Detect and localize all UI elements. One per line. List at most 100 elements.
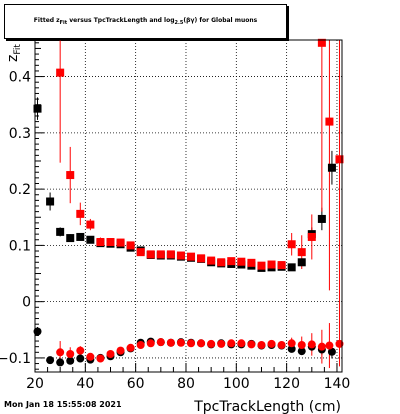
y-tick-label: 0 [22,295,31,311]
x-tick-label: 40 [76,376,94,392]
data-point-circle [287,344,296,353]
tick-labels: 20 40 60 80 100 120 140 −0.1 0 0.1 0.2 0.3 0.4 [0,70,350,392]
data-point-circle [335,339,344,348]
plot-frame [34,39,343,373]
data-point-circle [307,340,316,349]
data-point-square [207,256,216,265]
y-tick-label: 0.3 [9,126,31,142]
data-point-circle [156,338,165,347]
y-tick-label: 0.4 [9,70,31,86]
data-point-square [327,163,336,172]
data-points [33,38,344,367]
data-point-square [187,252,196,261]
data-point-square [76,232,85,241]
data-point-square [166,250,175,259]
data-point-square [126,241,135,250]
data-point-square [287,263,296,272]
data-point-circle [116,346,125,355]
y-tick-label: −0.1 [0,351,31,367]
data-point-circle [136,340,145,349]
data-point-circle [146,339,155,348]
data-point-square [297,258,306,267]
data-point-circle [46,356,55,365]
y-tick-label: 0.1 [9,238,31,254]
data-point-circle [325,341,334,350]
x-tick-label: 100 [223,376,250,392]
data-point-square [217,258,226,267]
data-point-circle [277,340,286,349]
data-point-circle [126,343,135,352]
chart-title-box: Fitted zFit versus TpcTrackLength and lo… [4,4,287,39]
data-point-square [317,38,326,47]
data-point-circle [96,354,105,363]
data-point-circle [297,347,306,356]
data-point-circle [257,340,266,349]
data-point-square [237,257,246,266]
data-point-circle [217,339,226,348]
data-point-circle [66,356,75,365]
error-bars [37,40,340,369]
grid-lines [35,40,342,372]
data-point-square [33,104,42,113]
y-axis-title: zFit [5,44,23,62]
x-tick-label: 140 [324,376,351,392]
data-point-square [56,68,65,77]
data-point-square [66,171,75,180]
x-tick-label: 60 [127,376,145,392]
data-point-square [277,261,286,270]
data-point-square [146,250,155,259]
x-tick-label: 80 [177,376,195,392]
data-point-circle [176,338,185,347]
data-point-square [317,214,326,223]
data-point-square [86,235,95,244]
data-point-square [76,209,85,218]
timestamp: Mon Jan 18 15:55:08 2021 [4,400,122,409]
data-point-circle [207,339,216,348]
x-tick-label: 120 [273,376,300,392]
data-point-circle [56,348,65,357]
data-point-square [257,261,266,270]
data-point-circle [237,339,246,348]
data-point-circle [287,339,296,348]
data-point-circle [106,349,115,358]
data-point-square [86,220,95,229]
data-point-square [297,248,306,257]
data-point-square [335,155,344,164]
data-point-circle [197,339,206,348]
data-point-circle [76,346,85,355]
y-tick-label: 0.2 [9,182,31,198]
data-point-circle [66,349,75,358]
data-point-square [46,197,55,206]
data-point-circle [327,347,336,356]
data-point-square [227,257,236,266]
data-point-circle [247,340,256,349]
data-point-square [176,251,185,260]
data-point-circle [227,339,236,348]
data-point-square [197,254,206,263]
data-point-square [156,250,165,259]
data-point-circle [76,354,85,363]
data-point-square [96,238,105,247]
chart-title: Fitted zFit versus TpcTrackLength and lo… [33,16,258,27]
data-point-square [325,117,334,126]
data-point-circle [267,339,276,348]
data-point-square [56,227,65,236]
data-point-square [267,260,276,269]
x-tick-label: 20 [26,376,44,392]
data-point-square [116,238,125,247]
data-point-circle [297,340,306,349]
data-point-square [66,234,75,243]
data-point-square [106,238,115,247]
data-point-square [287,240,296,249]
data-point-circle [56,358,65,367]
data-point-circle [166,338,175,347]
data-point-square [247,258,256,267]
x-axis-title: TpcTrackLength (cm) [193,399,341,414]
data-point-square [307,232,316,241]
data-point-circle [86,352,95,361]
axis-ticks [34,42,338,372]
data-point-circle [187,339,196,348]
data-point-circle [317,342,326,351]
data-point-square [136,248,145,257]
